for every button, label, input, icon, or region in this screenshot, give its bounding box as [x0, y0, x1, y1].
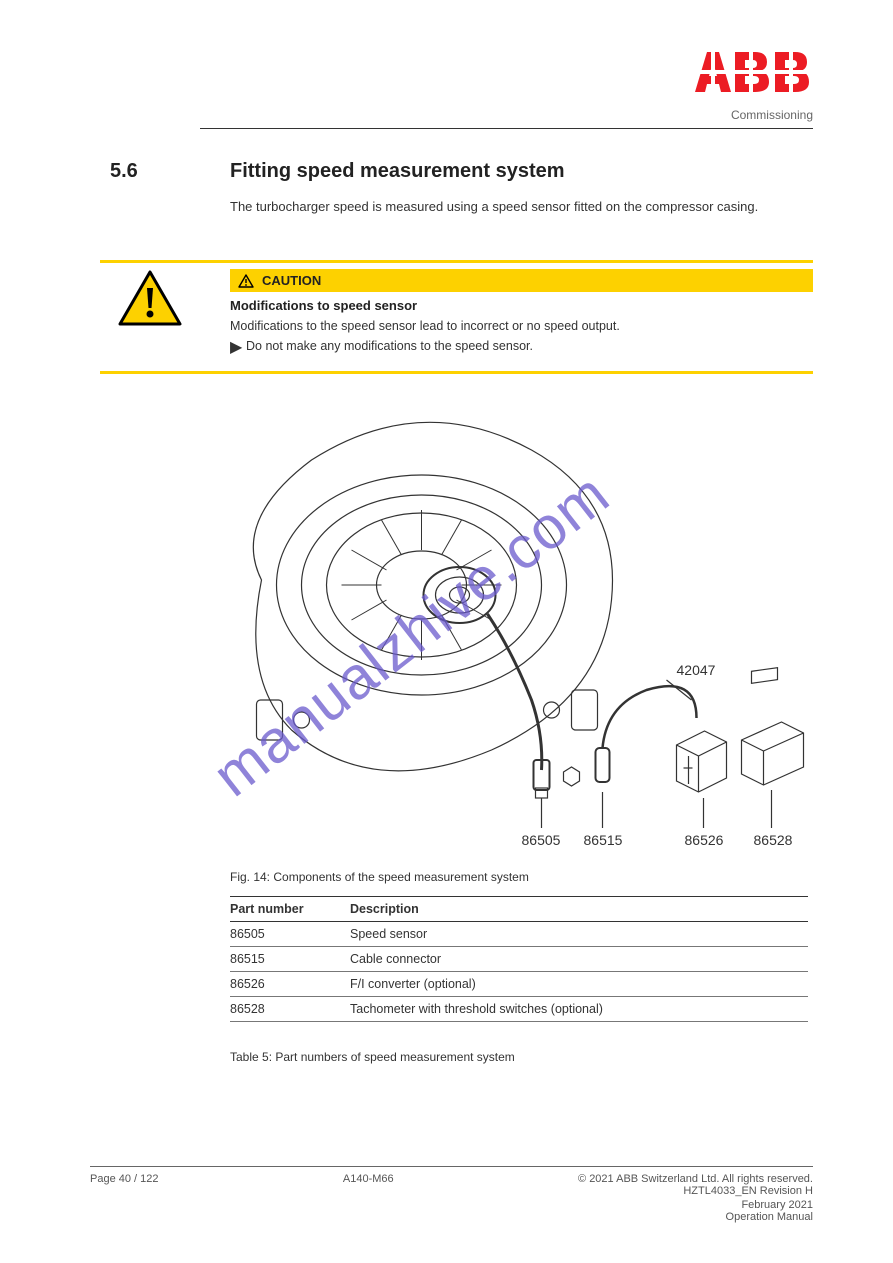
- footer-model: A140-M66: [343, 1173, 394, 1197]
- top-rule: [200, 128, 813, 129]
- caution-block: CAUTION Modifications to speed sensor Mo…: [100, 260, 813, 374]
- footer-docref: HZTL4033_EN Revision H: [578, 1185, 813, 1197]
- td-desc: F/I converter (optional): [350, 977, 808, 991]
- section-intro: The turbocharger speed is measured using…: [230, 198, 813, 217]
- td-desc: Speed sensor: [350, 927, 808, 941]
- footer-copyright: © 2021 ABB Switzerland Ltd. All rights r…: [578, 1173, 813, 1185]
- table-header-row: Part number Description: [230, 896, 808, 922]
- td-desc: Cable connector: [350, 952, 808, 966]
- caution-bar-bottom: [100, 371, 813, 374]
- callout-42047: 42047: [677, 662, 716, 678]
- table-row: 86526 F/I converter (optional): [230, 972, 808, 997]
- caution-text-1: Modifications to the speed sensor lead t…: [230, 317, 813, 335]
- footer-page: Page 40 / 122: [90, 1173, 159, 1197]
- brand-logo: [693, 48, 813, 96]
- table-caption: Table 5: Part numbers of speed measureme…: [230, 1050, 515, 1064]
- td-desc: Tachometer with threshold switches (opti…: [350, 1002, 808, 1016]
- callout-86515: 86515: [584, 832, 623, 848]
- breadcrumb: Commissioning: [731, 108, 813, 122]
- section-number: 5.6: [110, 160, 138, 183]
- caution-bullet: Do not make any modifications to the spe…: [246, 337, 533, 355]
- td-partnum: 86528: [230, 1002, 350, 1016]
- callout-86528: 86528: [754, 832, 793, 848]
- bullet-icon: ▶: [230, 337, 240, 357]
- caution-label: CAUTION: [262, 273, 321, 288]
- caution-title: Modifications to speed sensor: [230, 298, 813, 313]
- table-row: 86515 Cable connector: [230, 947, 808, 972]
- section-title: Fitting speed measurement system: [230, 160, 565, 183]
- callout-86526: 86526: [685, 832, 724, 848]
- footer-date: February 2021: [726, 1199, 813, 1211]
- th-description: Description: [350, 902, 808, 916]
- diagram: 42047 86505 86515 86526 86528: [190, 400, 813, 870]
- caution-header: CAUTION: [230, 269, 813, 292]
- warning-small-icon: [238, 274, 254, 288]
- td-partnum: 86505: [230, 927, 350, 941]
- th-part-number: Part number: [230, 902, 350, 916]
- figure-caption: Fig. 14: Components of the speed measure…: [230, 870, 808, 884]
- table-row: 86505 Speed sensor: [230, 922, 808, 947]
- table-row: 86528 Tachometer with threshold switches…: [230, 997, 808, 1022]
- parts-table: Part number Description 86505 Speed sens…: [230, 896, 808, 1022]
- footer-rule: [90, 1166, 813, 1167]
- td-partnum: 86526: [230, 977, 350, 991]
- caution-bar-top: [100, 260, 813, 263]
- footer-doctype: Operation Manual: [726, 1211, 813, 1223]
- callout-86505: 86505: [522, 832, 561, 848]
- warning-triangle-icon: [118, 270, 182, 331]
- td-partnum: 86515: [230, 952, 350, 966]
- page-footer: Page 40 / 122 A140-M66 © 2021 ABB Switze…: [90, 1166, 813, 1223]
